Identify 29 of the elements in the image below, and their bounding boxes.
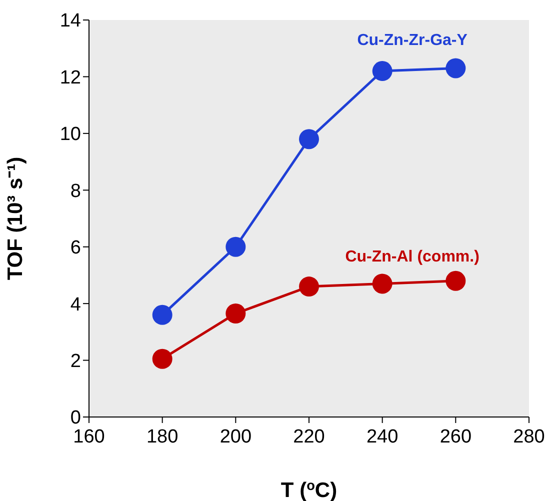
- x-tick-label: 200: [220, 426, 252, 448]
- x-tick-label: 180: [146, 426, 178, 448]
- point: [372, 61, 392, 82]
- y-tick-label: 6: [70, 238, 81, 259]
- point: [446, 58, 466, 78]
- series-label: Cu-Zn-Zr-Ga-Y: [357, 32, 468, 50]
- y-tick-label: 10: [60, 124, 81, 146]
- x-tick-label: 160: [73, 426, 105, 448]
- y-tick-label: 14: [60, 10, 82, 32]
- x-tick-label: 260: [440, 426, 472, 448]
- x-tick-label: 220: [293, 426, 325, 448]
- point: [299, 129, 319, 150]
- y-axis-title: TOF (10³ s⁻¹): [4, 156, 27, 280]
- point: [372, 274, 392, 294]
- x-axis-title: T ($^{o}$C): [280, 478, 338, 501]
- series-label: Cu-Zn-Al (comm.): [345, 248, 480, 266]
- point: [152, 348, 172, 369]
- y-tick-label: 2: [70, 351, 81, 372]
- y-tick-label: 4: [70, 294, 82, 316]
- point: [226, 303, 246, 324]
- y-tick-label: 8: [70, 180, 81, 202]
- x-tick-label: 240: [366, 426, 398, 448]
- y-tick-label: 12: [60, 67, 81, 88]
- point: [152, 304, 172, 325]
- y-tick-label: 0: [70, 408, 81, 429]
- point: [446, 270, 466, 291]
- x-tick-label: 280: [513, 426, 545, 448]
- point: [226, 236, 246, 257]
- point: [299, 276, 319, 297]
